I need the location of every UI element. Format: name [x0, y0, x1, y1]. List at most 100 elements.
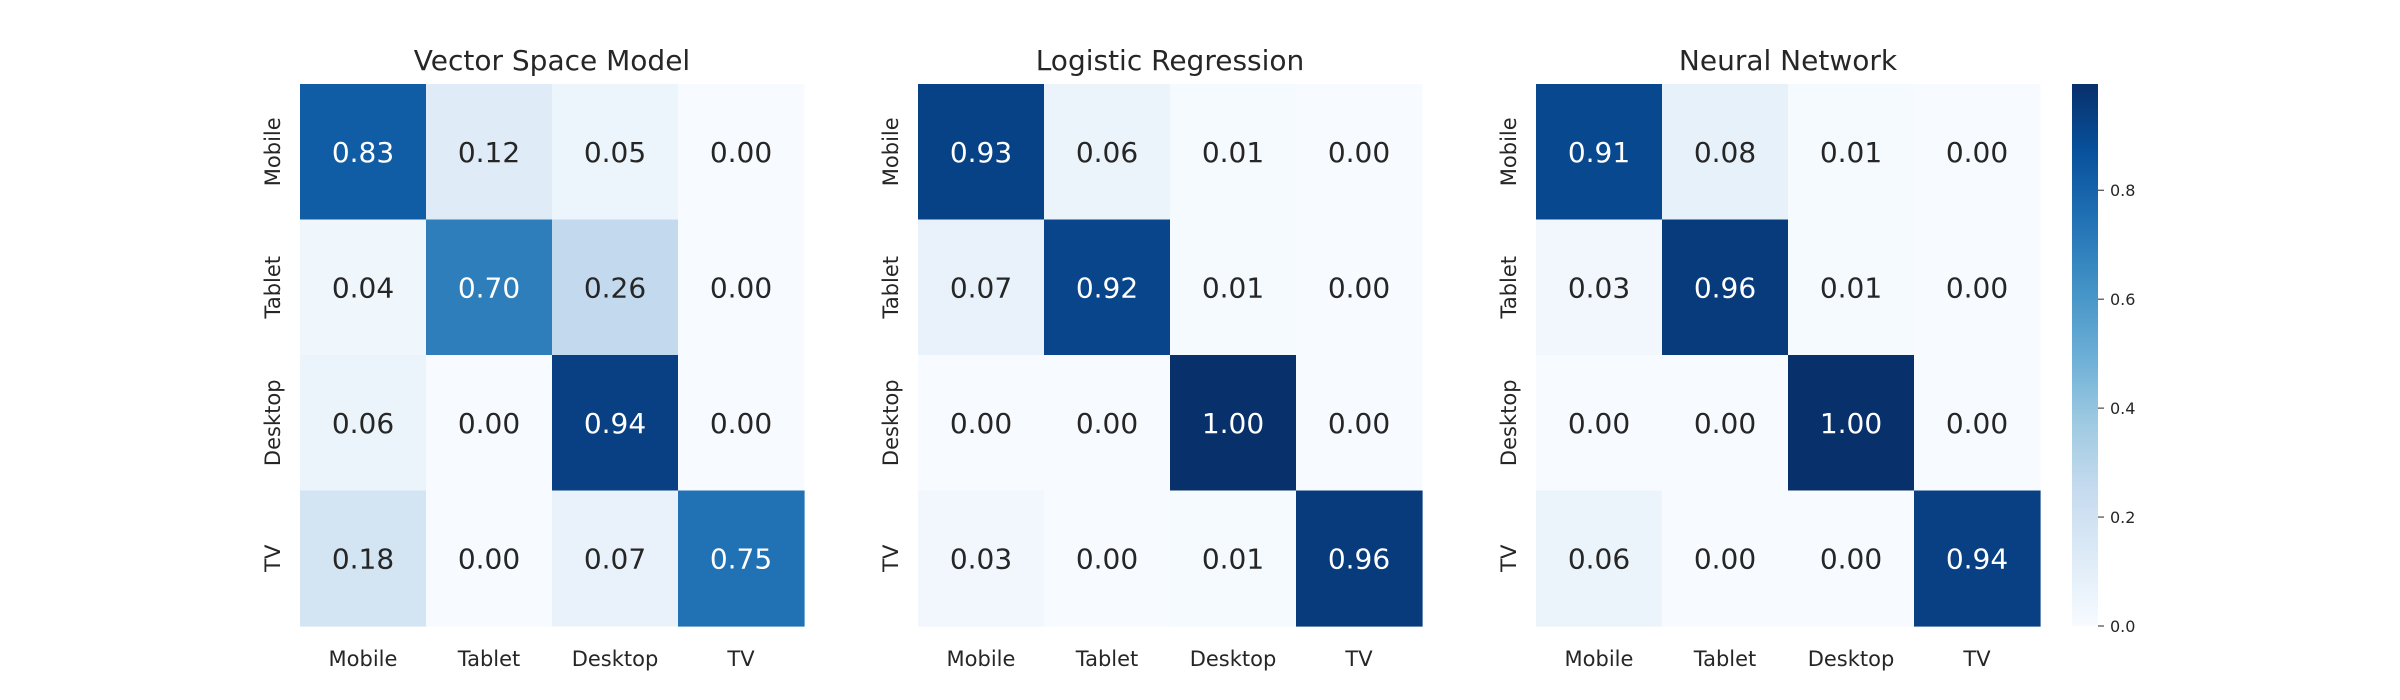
- cell-value-label: 0.83: [332, 136, 394, 169]
- heatmap-cell: [552, 355, 679, 492]
- heatmap-cell: [1662, 219, 1789, 356]
- x-tick-label: Tablet: [1693, 647, 1757, 671]
- heatmap-cell: [678, 219, 805, 356]
- cell-value-label: 0.70: [458, 271, 520, 304]
- heatmap-panel-1: Vector Space Model 0.83 0.12 0.05 0.00 0.04 0.…: [261, 44, 805, 671]
- heatmap-cell: [300, 490, 427, 627]
- x-tick-label: TV: [1344, 647, 1373, 671]
- heatmap-cell: [1788, 490, 1915, 627]
- y-tick-label: Mobile: [879, 117, 903, 186]
- cell-value-label: 0.92: [1076, 271, 1138, 304]
- cell-value-label: 0.07: [584, 542, 646, 575]
- y-tick-label: TV: [1497, 544, 1521, 573]
- heatmap-cell: [1170, 84, 1297, 221]
- heatmap-cell: [1170, 355, 1297, 492]
- heatmap-cell: [918, 84, 1045, 221]
- cell-value-label: 0.05: [584, 136, 646, 169]
- y-tick-label: TV: [879, 544, 903, 573]
- cell-value-label: 1.00: [1820, 407, 1882, 440]
- heatmap-cell: [1536, 219, 1663, 356]
- cell-value-label: 0.08: [1694, 136, 1756, 169]
- colorbar-tick-label: 0.6: [2110, 290, 2135, 309]
- cell-value-label: 0.00: [710, 407, 772, 440]
- x-tick-label: Mobile: [329, 647, 398, 671]
- heatmap-cell: [552, 490, 679, 627]
- cell-value-label: 0.75: [710, 542, 772, 575]
- cell-value-label: 0.01: [1202, 271, 1264, 304]
- y-tick-label: Tablet: [879, 256, 903, 320]
- heatmap-cell: [1788, 84, 1915, 221]
- y-tick-label: TV: [261, 544, 285, 573]
- cell-value-label: 0.00: [1328, 407, 1390, 440]
- heatmap-cell: [300, 84, 427, 221]
- y-tick-label: Mobile: [1497, 117, 1521, 186]
- heatmap-panel-2: Logistic Regression 0.93 0.06 0.01 0.00 0.07 0…: [879, 44, 1423, 671]
- heatmap-cell: [1296, 490, 1423, 627]
- colorbar-tick-label: 0.8: [2110, 181, 2135, 200]
- cell-value-label: 0.06: [1568, 542, 1630, 575]
- heatmap-cell: [1662, 490, 1789, 627]
- heatmap-cell: [678, 355, 805, 492]
- heatmap-cell: [1044, 219, 1171, 356]
- heatmap-cell: [300, 355, 427, 492]
- cell-value-label: 0.00: [458, 407, 520, 440]
- panel-title: Logistic Regression: [1036, 44, 1305, 77]
- heatmap-cell: [1170, 219, 1297, 356]
- heatmap-cell: [1662, 84, 1789, 221]
- heatmap-cell: [1044, 490, 1171, 627]
- cell-value-label: 0.18: [332, 542, 394, 575]
- x-tick-label: Tablet: [457, 647, 521, 671]
- cell-value-label: 0.00: [1694, 407, 1756, 440]
- x-tick-label: Mobile: [947, 647, 1016, 671]
- cell-value-label: 0.00: [950, 407, 1012, 440]
- heatmap-cell: [1536, 84, 1663, 221]
- cell-value-label: 1.00: [1202, 407, 1264, 440]
- y-tick-label: Mobile: [261, 117, 285, 186]
- heatmap-cell: [300, 219, 427, 356]
- heatmap-cell: [1914, 219, 2041, 356]
- cell-value-label: 0.00: [1946, 407, 2008, 440]
- cell-value-label: 0.91: [1568, 136, 1630, 169]
- heatmap-cell: [678, 84, 805, 221]
- heatmap-cell: [1914, 355, 2041, 492]
- heatmap-cell: [678, 490, 805, 627]
- cell-value-label: 0.00: [1328, 271, 1390, 304]
- heatmap-cell: [1296, 219, 1423, 356]
- heatmap-cell: [1536, 355, 1663, 492]
- cell-value-label: 0.06: [1076, 136, 1138, 169]
- cell-value-label: 0.00: [1694, 542, 1756, 575]
- cell-value-label: 0.00: [458, 542, 520, 575]
- colorbar-tick-label: 0.4: [2110, 399, 2135, 418]
- heatmap-cell: [426, 490, 553, 627]
- cell-value-label: 0.00: [1820, 542, 1882, 575]
- x-tick-label: TV: [726, 647, 755, 671]
- x-tick-label: Desktop: [1190, 647, 1277, 671]
- x-tick-label: Mobile: [1565, 647, 1634, 671]
- panel-title: Neural Network: [1679, 44, 1898, 77]
- cell-value-label: 0.96: [1328, 542, 1390, 575]
- heatmap-cell: [1044, 355, 1171, 492]
- x-tick-label: Desktop: [572, 647, 659, 671]
- cell-value-label: 0.01: [1202, 542, 1264, 575]
- heatmap-cell: [426, 355, 553, 492]
- y-tick-label: Tablet: [261, 256, 285, 320]
- heatmap-cell: [1662, 355, 1789, 492]
- heatmap-cell: [426, 219, 553, 356]
- heatmap-cell: [918, 490, 1045, 627]
- colorbar-tick-label: 0.0: [2110, 617, 2135, 636]
- cell-value-label: 0.03: [950, 542, 1012, 575]
- heatmap-cell: [918, 355, 1045, 492]
- x-tick-label: Desktop: [1808, 647, 1895, 671]
- heatmap-cell: [1170, 490, 1297, 627]
- cell-value-label: 0.00: [710, 136, 772, 169]
- heatmap-cell: [1788, 219, 1915, 356]
- colorbar-tick-label: 0.2: [2110, 508, 2135, 527]
- panel-title: Vector Space Model: [414, 44, 690, 77]
- cell-value-label: 0.00: [1946, 271, 2008, 304]
- cell-value-label: 0.94: [584, 407, 646, 440]
- y-tick-label: Desktop: [879, 379, 903, 466]
- cell-value-label: 0.07: [950, 271, 1012, 304]
- colorbar: 0.0 0.2 0.4 0.6 0.8: [2072, 84, 2135, 636]
- heatmap-cell: [1044, 84, 1171, 221]
- heatmap-cell: [1914, 84, 2041, 221]
